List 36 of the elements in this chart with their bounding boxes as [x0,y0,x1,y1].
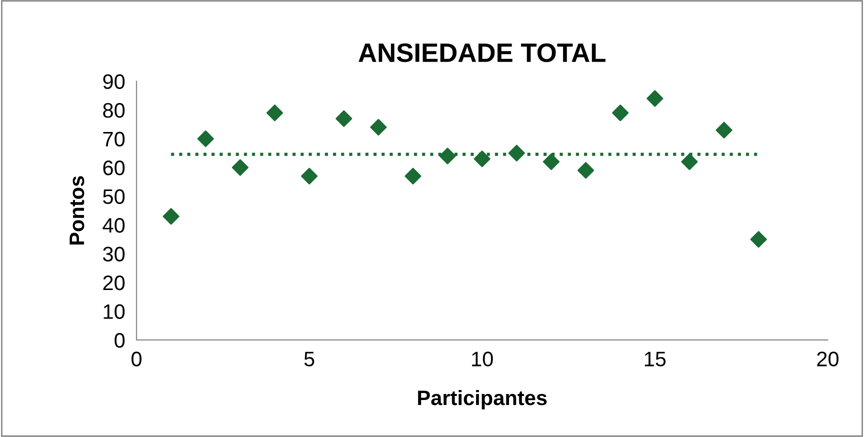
y-tick-label: 40 [102,218,125,233]
x-tick-label: 5 [304,352,314,366]
point [646,90,664,107]
y-tick-label: 80 [103,103,125,118]
point [197,130,214,148]
x-tick-label: 15 [644,352,666,366]
x-tick-label: 10 [472,352,493,366]
x-tick-label: 20 [817,352,838,366]
point [336,110,352,127]
point [750,231,767,248]
point [232,159,248,176]
y-axis-title: Pontos [70,176,84,245]
chart-title: ANSIEDADE TOTAL [358,43,606,62]
point [716,122,732,138]
point [577,162,594,179]
point [474,150,490,168]
y-tick-label: 50 [103,189,125,204]
point [439,148,456,164]
point [681,153,698,170]
y-tick-label: 60 [103,160,125,176]
x-tick-label: 0 [132,352,142,366]
point [370,118,387,136]
y-tick-label: 0 [114,332,125,348]
point [542,153,560,170]
y-tick-label: 30 [103,246,125,262]
y-tick-label: 10 [104,304,125,319]
y-tick-label: 20 [103,276,125,290]
point [266,104,284,122]
y-tick-label: 90 [103,74,125,90]
point [301,168,318,184]
point [404,168,422,184]
y-tick-label: 70 [103,132,125,147]
point [162,208,180,225]
point [612,104,629,122]
x-axis-title: Participantes [418,390,547,410]
point [508,144,525,162]
